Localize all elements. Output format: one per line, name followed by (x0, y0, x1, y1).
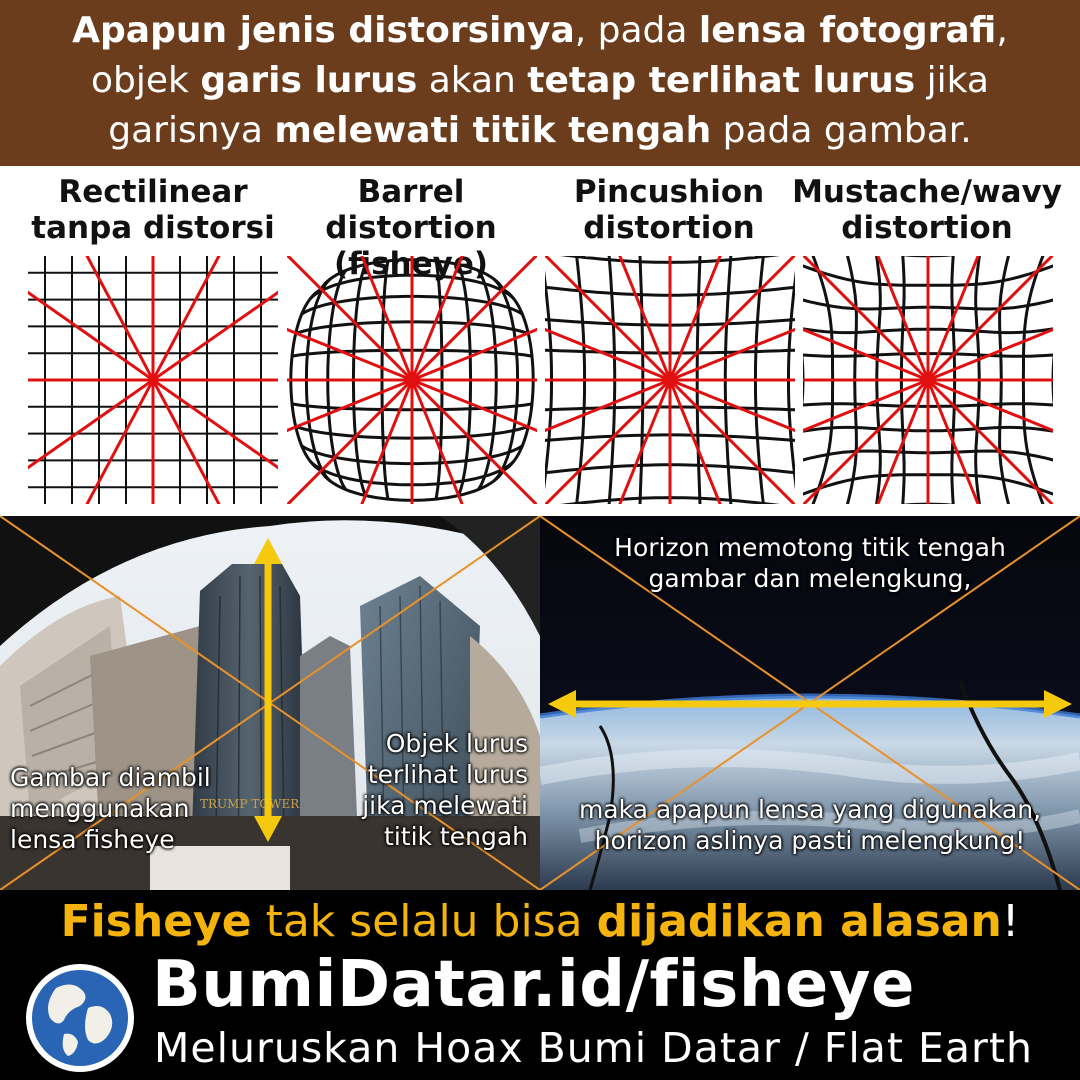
diagram-label-line: Barrel distortion (325, 174, 497, 246)
header-line-1: Apapun jenis distorsinya, pada lensa fot… (0, 6, 1080, 56)
site-url: BumiDatar.id/fisheye (152, 948, 915, 1022)
horizon-illustration (540, 516, 1080, 890)
header-segment: tetap terlihat lurus (527, 60, 916, 101)
photo-curved-horizon: Horizon memotong titik tengah gambar dan… (540, 516, 1080, 890)
banner-segment: ! (1001, 896, 1020, 947)
diagram-label-line: Rectilinear (58, 174, 248, 210)
caption-line: menggunakan (10, 794, 190, 823)
caption-line: titik tengah (384, 822, 528, 851)
grid-rectilinear (28, 256, 278, 504)
red-center-line (618, 256, 722, 504)
banner-segment: dijadikan alasan (596, 896, 1002, 947)
caption-straight-object: Objek lurus terlihat lurus jika melewati… (362, 728, 528, 852)
caption-line: gambar dan melengkung, (648, 564, 972, 593)
caption-line: Objek lurus (385, 729, 528, 758)
diagram-label-mustache: Mustache/wavy distortion (792, 174, 1062, 246)
tagline: Meluruskan Hoax Bumi Datar / Flat Earth (154, 1024, 1033, 1072)
header-line-2: objek garis lurus akan tetap terlihat lu… (0, 56, 1080, 106)
header-segment: jika (915, 60, 989, 101)
diagram-label-line: distortion (583, 210, 755, 246)
conclusion-banner: Fisheye tak selalu bisa dijadikan alasan… (0, 890, 1080, 954)
header-segment: Apapun jenis distorsinya (72, 10, 575, 51)
header-text: Apapun jenis distorsinya, pada lensa fot… (0, 0, 1080, 166)
header-segment: melewati titik tengah (274, 110, 712, 151)
globe-icon (26, 964, 134, 1072)
diagram-label-line: distortion (841, 210, 1013, 246)
sign-text: TRUMP TOWER (200, 797, 300, 811)
footer: BumiDatar.id/fisheye Meluruskan Hoax Bum… (0, 948, 1080, 1080)
caption-fisheye-note: Gambar diambil menggunakan lensa fisheye (10, 762, 211, 855)
red-center-line (360, 256, 464, 504)
distortion-diagrams: Rectilinear tanpa distorsi Barrel distor… (0, 166, 1080, 516)
caption-line: terlihat lurus (367, 760, 528, 789)
grid-barrel (287, 256, 537, 504)
header-segment: , pada (574, 10, 699, 51)
grid-pincushion (545, 256, 795, 504)
diagram-label-pincushion: Pincushion distortion (534, 174, 804, 246)
skyscraper-illustration: TRUMP TOWER (0, 516, 540, 890)
photo-fisheye-skyscrapers: TRUMP TOWER Gambar diambil menggunakan l… (0, 516, 540, 890)
red-center-line (85, 256, 221, 504)
caption-horizon-bottom: maka apapun lensa yang digunakan, horizo… (540, 794, 1080, 856)
banner-segment: Fisheye (60, 896, 252, 947)
caption-line: Horizon memotong titik tengah (614, 533, 1006, 562)
diagram-label-line: Pincushion (573, 174, 765, 210)
header-segment: garisnya (108, 110, 275, 151)
header-segment: akan (417, 60, 528, 101)
header-segment: objek (91, 60, 201, 101)
caption-line: jika melewati (362, 791, 528, 820)
red-center-line (876, 256, 980, 504)
grid-mustache (803, 256, 1053, 504)
banner-segment: tak selalu bisa (251, 896, 597, 947)
header-segment: garis lurus (200, 60, 418, 101)
header-segment: lensa fotografi (698, 10, 997, 51)
caption-line: Gambar diambil (10, 763, 211, 792)
header-segment: , (996, 10, 1008, 51)
diagram-label-line: Mustache/wavy (792, 174, 1062, 210)
header-segment: pada gambar. (711, 110, 972, 151)
caption-line: maka apapun lensa yang digunakan, (578, 795, 1042, 824)
caption-line: horizon aslinya pasti melengkung! (594, 826, 1026, 855)
caption-horizon-top: Horizon memotong titik tengah gambar dan… (540, 532, 1080, 594)
diagram-label-line: tanpa distorsi (31, 210, 275, 246)
header-line-3: garisnya melewati titik tengah pada gamb… (0, 106, 1080, 156)
caption-line: lensa fisheye (10, 825, 175, 854)
diagram-label-rectilinear: Rectilinear tanpa distorsi (18, 174, 288, 246)
